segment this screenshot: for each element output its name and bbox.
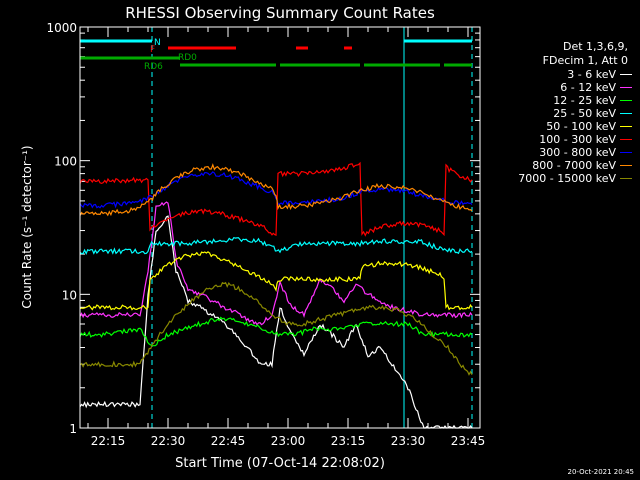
legend-swatch — [620, 113, 632, 114]
legend-entry-label: 25 - 50 keV — [553, 107, 616, 120]
x-tick-label: 23:30 — [391, 434, 426, 448]
legend-entry-label: 50 - 100 keV — [546, 120, 616, 133]
legend-entry: 25 - 50 keV — [482, 107, 632, 120]
legend-entry: 100 - 300 keV — [482, 133, 632, 146]
legend-entry: 3 - 6 keV — [482, 68, 632, 81]
legend-entry-label: 7000 - 15000 keV — [518, 172, 616, 185]
chart-title: RHESSI Observing Summary Count Rates — [125, 4, 435, 22]
plot-frame — [79, 26, 481, 429]
legend: Det 1,3,6,9, FDecim 1, Att 0 3 - 6 keV 6 … — [482, 40, 632, 185]
y-tick-label: 1000 — [46, 21, 77, 35]
rd0-state-label: RD0 — [178, 53, 197, 63]
series-line-2 — [79, 316, 473, 347]
series-line-8 — [79, 281, 473, 376]
legend-entry-label: 300 - 800 keV — [539, 146, 616, 159]
rd6-state-label: RD6 — [144, 62, 163, 72]
legend-swatch — [620, 100, 632, 101]
series-line-5 — [79, 161, 473, 237]
legend-header-detectors: Det 1,3,6,9, — [562, 40, 628, 53]
x-tick-label: 22:30 — [151, 434, 186, 448]
legend-swatch — [620, 87, 632, 88]
series-line-0 — [79, 215, 473, 429]
legend-entry: 800 - 7000 keV — [482, 159, 632, 172]
x-tick-label: 23:45 — [451, 434, 486, 448]
legend-swatch — [620, 74, 632, 75]
series-line-3 — [79, 237, 473, 255]
legend-entry-label: 100 - 300 keV — [539, 133, 616, 146]
x-axis-label: Start Time (07-Oct-14 22:08:02) — [175, 456, 385, 471]
series-line-4 — [79, 251, 473, 311]
legend-entry: 6 - 12 keV — [482, 81, 632, 94]
y-tick-label: 100 — [54, 155, 77, 169]
legend-swatch — [620, 126, 632, 127]
legend-entry: 12 - 25 keV — [482, 94, 632, 107]
generation-timestamp: 20-Oct-2021 20:45 — [567, 468, 634, 476]
legend-entry-label: 12 - 25 keV — [553, 94, 616, 107]
y-axis-label: Count Rate (s⁻¹ detector⁻¹) — [20, 145, 34, 308]
x-tick-label: 23:00 — [271, 434, 306, 448]
night-state-label: N — [154, 38, 161, 48]
x-tick-label: 22:45 — [211, 434, 246, 448]
series-line-1 — [79, 201, 473, 326]
legend-entry: 7000 - 15000 keV — [482, 172, 632, 185]
legend-swatch — [620, 152, 632, 153]
legend-swatch — [620, 139, 632, 140]
legend-swatch — [620, 165, 632, 166]
x-tick-label: 23:15 — [331, 434, 366, 448]
x-tick-label: 22:15 — [91, 434, 126, 448]
y-tick-label: 1 — [69, 422, 77, 436]
series-line-7 — [79, 163, 473, 217]
legend-entry-label: 6 - 12 keV — [560, 81, 616, 94]
legend-swatch — [620, 178, 632, 179]
y-tick-label: 10 — [62, 288, 77, 302]
flare-state-label: F — [150, 45, 155, 55]
series-line-6 — [79, 171, 473, 209]
legend-entry: 300 - 800 keV — [482, 146, 632, 159]
legend-entry-label: 800 - 7000 keV — [532, 159, 616, 172]
legend-entry-label: 3 - 6 keV — [567, 68, 616, 81]
legend-header-decimation: FDecim 1, Att 0 — [542, 54, 628, 67]
legend-entry: 50 - 100 keV — [482, 120, 632, 133]
